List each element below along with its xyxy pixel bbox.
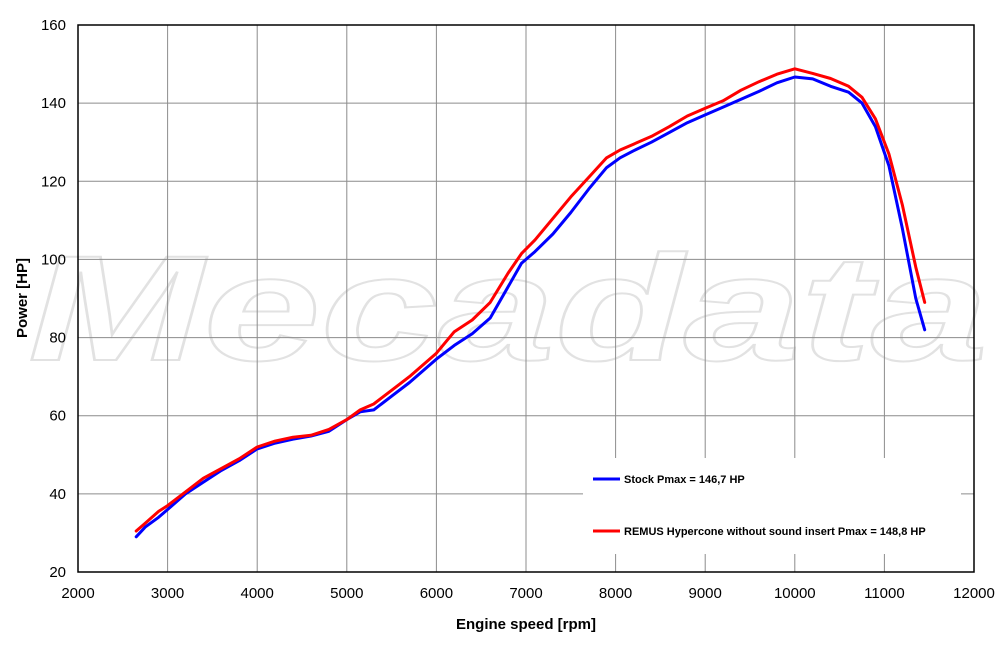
x-tick-label: 7000 <box>509 585 542 602</box>
series-line-stock <box>134 75 927 539</box>
watermark: Mecadata <box>27 223 989 393</box>
y-tick-label: 120 <box>41 173 66 190</box>
x-tick-label: 9000 <box>689 585 722 602</box>
y-tick-label: 60 <box>49 408 66 425</box>
plot-frame <box>77 24 975 573</box>
y-tick-label: 80 <box>49 330 66 347</box>
legend-label-stock: Stock Pmax = 146,7 HP <box>624 474 745 486</box>
series-lines <box>134 67 927 539</box>
y-tick-label: 40 <box>49 486 66 503</box>
watermark-text: Mecadata <box>28 224 988 392</box>
y-tick-label: 100 <box>41 251 66 268</box>
series-line-remus <box>134 67 927 533</box>
x-tick-label: 6000 <box>420 585 453 602</box>
legend: Stock Pmax = 146,7 HP REMUS Hypercone wi… <box>583 458 961 554</box>
x-axis-title: Engine speed [rpm] <box>456 616 596 633</box>
x-tick-label: 2000 <box>61 585 94 602</box>
legend-label-remus: REMUS Hypercone without sound insert Pma… <box>624 526 926 538</box>
y-tick-labels: 20 40 60 80 100 120 140 160 <box>41 17 66 581</box>
x-tick-label: 4000 <box>241 585 274 602</box>
y-axis-title: Power [HP] <box>14 258 31 338</box>
x-tick-labels: 2000 3000 4000 5000 6000 7000 8000 9000 10000 110… <box>61 585 995 602</box>
x-tick-label: 10000 <box>774 585 816 602</box>
y-tick-label: 140 <box>41 95 66 112</box>
x-tick-label: 11000 <box>864 585 905 602</box>
y-tick-label: 160 <box>41 17 66 34</box>
x-tick-label: 5000 <box>330 585 363 602</box>
legend-box <box>583 458 961 554</box>
x-tick-label: 8000 <box>599 585 632 602</box>
y-tick-label: 20 <box>49 564 66 581</box>
x-tick-label: 12000 <box>953 585 995 602</box>
x-tick-label: 3000 <box>151 585 184 602</box>
